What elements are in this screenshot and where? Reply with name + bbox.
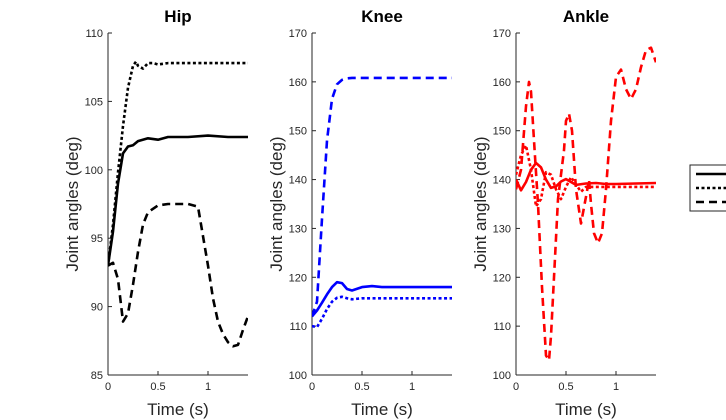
knee-x-tick-label: 0 [309, 381, 315, 393]
ankle-y-tick-label: 150 [493, 126, 511, 138]
ankle-y-tick-label: 110 [493, 321, 511, 333]
ankle-x-axis-label: Time (s) [555, 400, 617, 419]
ankle-x-tick-label: 0.5 [558, 381, 573, 393]
hip-y-tick-label: 110 [85, 28, 103, 40]
ankle-y-axis-label: Joint angles (deg) [471, 136, 490, 271]
legend [689, 164, 726, 212]
knee-y-tick-label: 130 [289, 223, 307, 235]
hip-title: Hip [164, 7, 191, 26]
ankle-x-tick-label: 1 [613, 381, 619, 393]
knee-y-axis-label: Joint angles (deg) [267, 136, 286, 271]
ankle-panel: 100 110 120 130 140 150 160 170 0 0.5 1 Ankle Time (… [471, 7, 656, 419]
ankle-y-tick-label: 100 [493, 370, 511, 382]
knee-y-tick-label: 170 [289, 28, 307, 40]
ankle-series-dotted-line [516, 144, 656, 208]
knee-series-dotted-line [312, 295, 452, 329]
knee-x-axis-label: Time (s) [351, 400, 413, 419]
knee-title: Knee [361, 7, 403, 26]
hip-y-tick-label: 105 [85, 96, 103, 108]
ankle-x-tick-label: 0 [513, 381, 519, 393]
ankle-y-tick-label: 160 [493, 77, 511, 89]
knee-x-tick-label: 1 [409, 381, 415, 393]
ankle-y-tick-label: 120 [493, 272, 511, 284]
knee-series-dashed-line [312, 76, 452, 317]
knee-series-solid-line [312, 280, 452, 318]
hip-y-tick-label: 95 [91, 233, 103, 245]
knee-x-tick-label: 0.5 [354, 381, 369, 393]
knee-y-tick-label: 120 [289, 272, 307, 284]
knee-y-tick-label: 110 [289, 321, 307, 333]
hip-x-axis-label: Time (s) [147, 400, 209, 419]
knee-y-tick-label: 140 [289, 175, 307, 187]
knee-y-tick-label: 160 [289, 77, 307, 89]
ankle-y-tick-label: 140 [493, 175, 511, 187]
ankle-y-tick-label: 130 [493, 223, 511, 235]
knee-panel: 100 110 120 130 140 150 160 170 0 0.5 1 Knee Time (s… [267, 7, 452, 419]
hip-y-axis-label: Joint angles (deg) [63, 136, 82, 271]
hip-series-dotted-line [108, 60, 248, 266]
ankle-y-tick-label: 170 [493, 28, 511, 40]
hip-x-tick-label: 0 [105, 381, 111, 393]
hip-series-solid-line [108, 134, 248, 266]
knee-y-tick-label: 100 [289, 370, 307, 382]
hip-panel: 85 90 95 100 105 110 0 0.5 1 Hip Time (s) Joint ang… [63, 7, 248, 419]
hip-x-tick-label: 1 [205, 381, 211, 393]
hip-y-tick-label: 100 [85, 165, 103, 177]
hip-x-tick-label: 0.5 [150, 381, 165, 393]
knee-y-tick-label: 150 [289, 126, 307, 138]
ankle-title: Ankle [563, 7, 609, 26]
hip-series-dashed-line [108, 202, 248, 348]
hip-y-tick-label: 90 [91, 302, 103, 314]
hip-y-tick-label: 85 [91, 370, 103, 382]
